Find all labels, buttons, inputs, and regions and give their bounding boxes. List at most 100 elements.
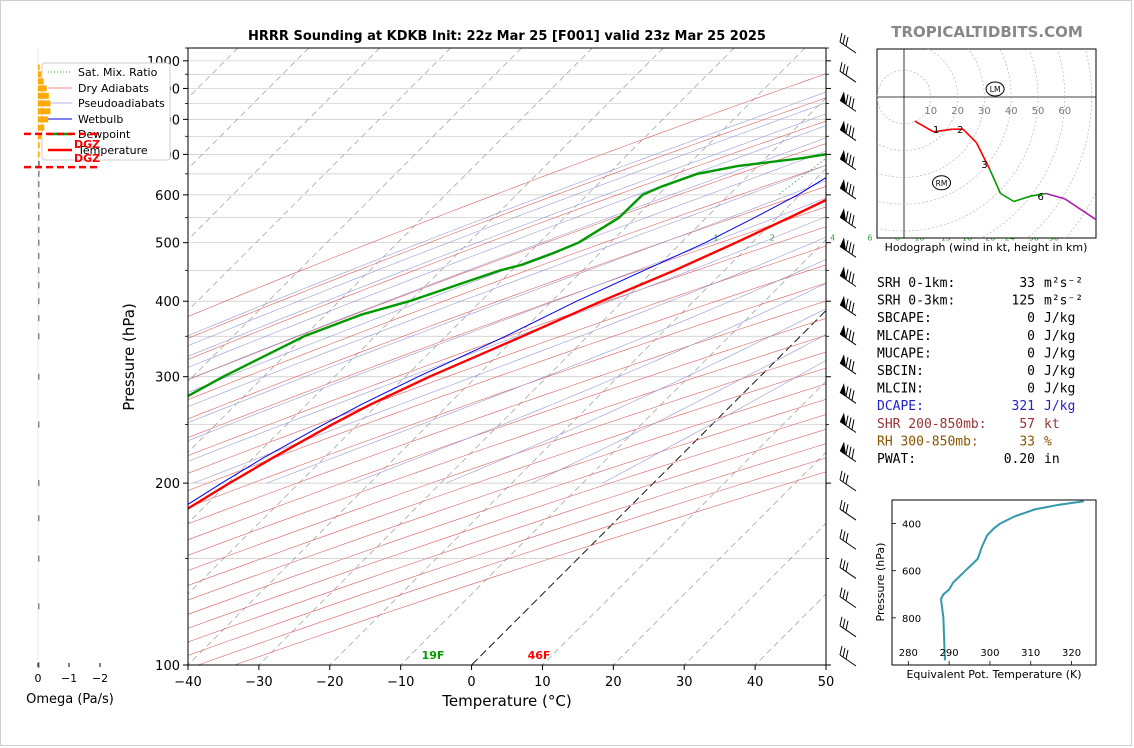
wind-barb xyxy=(839,616,857,638)
theta-e-frame xyxy=(891,499,1097,666)
isotherm-line xyxy=(258,97,826,665)
pseudoadiabat-line xyxy=(266,259,826,484)
hodograph-ring xyxy=(1027,49,1092,238)
isotherm-line xyxy=(188,48,806,665)
omega-bar xyxy=(38,124,45,131)
omega-bar xyxy=(38,170,40,177)
omega-x-tick-label: −2 xyxy=(92,672,108,685)
dry-adiabat-line xyxy=(188,300,826,525)
stat-value: 0 xyxy=(1027,329,1035,344)
skewt-ylabel: Pressure (hPa) xyxy=(120,303,138,411)
wind-barb xyxy=(839,354,857,375)
wetbulb-trace xyxy=(188,177,826,505)
pseudoadiabat-line xyxy=(188,180,826,423)
x-tick-label: −30 xyxy=(245,675,272,690)
omega-bar xyxy=(38,181,40,188)
pseudoadiabat-line xyxy=(188,91,826,336)
omega-bar xyxy=(38,298,40,305)
wind-barb xyxy=(839,412,857,433)
dry-adiabat-line xyxy=(188,318,826,541)
hodograph-height-label: 1 xyxy=(933,125,939,136)
hodograph-height-label: 6 xyxy=(1038,192,1044,203)
hodograph-segment xyxy=(1080,208,1096,221)
legend-label-pseudoadiabats: Pseudoadiabats xyxy=(78,97,165,110)
hodograph-ring-label: 10 xyxy=(924,106,937,117)
omega-bar xyxy=(38,191,40,198)
omega-bar xyxy=(38,78,44,85)
omega-bar xyxy=(38,421,40,428)
isotherm-line xyxy=(188,48,664,524)
omega-bar xyxy=(38,315,40,322)
omega-bar xyxy=(38,160,40,167)
storm-motion-marker xyxy=(932,175,951,191)
hodograph-segment xyxy=(1097,220,1113,228)
stat-value: 0 xyxy=(1027,364,1035,379)
wind-barb xyxy=(839,32,857,54)
theta-e-y-tick-label: 400 xyxy=(902,520,921,531)
pseudoadiabat-line xyxy=(352,283,826,484)
hodograph-ring xyxy=(877,49,958,151)
stat-unit: in xyxy=(1044,452,1060,467)
theta-e-ylabel: Pressure (hPa) xyxy=(874,543,887,622)
theta-e-x-tick-label: 300 xyxy=(980,648,999,659)
hodograph-ring-label: 40 xyxy=(1005,106,1018,117)
stat-value: 33 xyxy=(1019,276,1035,291)
stat-row: SBCAPE: 0 J/kg xyxy=(877,311,1075,326)
hodograph-segment xyxy=(1045,192,1066,200)
x-tick-label: 0 xyxy=(467,675,475,690)
hodograph-segment xyxy=(962,128,977,144)
x-tick-label: 10 xyxy=(534,675,551,690)
omega-bar xyxy=(38,100,51,107)
stat-row: SHR 200-850mb: 57 kt xyxy=(877,417,1060,432)
dry-adiabat-line xyxy=(188,165,826,400)
mixing-ratio-label: 6 xyxy=(868,234,873,243)
skewt-legend: Sat. Mix. Ratio Dry Adiabats Pseudoadiab… xyxy=(41,62,171,161)
dry-adiabat-line xyxy=(188,226,826,457)
hodograph-trace: 12369LMRM xyxy=(914,81,1113,228)
omega-bar xyxy=(38,151,40,158)
stat-unit: J/kg xyxy=(1044,399,1075,414)
stat-unit: J/kg xyxy=(1044,382,1075,397)
theta-e-trace xyxy=(939,500,1084,661)
stat-label: MLCIN: xyxy=(877,382,924,397)
omega-x-tick-label: 0 xyxy=(35,672,42,685)
pseudoadiabat-line xyxy=(188,197,826,441)
hodograph-segment xyxy=(975,142,991,170)
dry-adiabat-line xyxy=(188,414,826,629)
dry-adiabat-line xyxy=(188,335,826,556)
isotherm-line xyxy=(188,48,380,241)
omega-bar xyxy=(38,108,51,115)
wind-barbs xyxy=(839,32,857,667)
stat-unit: J/kg xyxy=(1044,364,1075,379)
stat-value: 321 xyxy=(1012,399,1035,414)
temperature-trace xyxy=(188,198,826,510)
mixing-ratio-label: 4 xyxy=(830,234,835,243)
omega-bar xyxy=(38,92,49,99)
skewt-plot-frame xyxy=(187,47,827,666)
isotherm-line xyxy=(188,48,593,453)
dry-adiabat-line xyxy=(188,367,826,586)
stat-value: 33 xyxy=(1019,434,1035,449)
stat-row: MUCAPE: 0 J/kg xyxy=(877,346,1075,361)
dry-adiabat-line xyxy=(188,97,826,339)
y-tick-label: 300 xyxy=(155,371,180,386)
stat-row: SRH 0-1km: 33 m²s⁻² xyxy=(877,276,1083,291)
hodograph-segment xyxy=(914,120,934,133)
wind-barb xyxy=(839,529,857,550)
temperature-surface-label: 46F xyxy=(528,649,551,662)
skewt-traces xyxy=(188,152,826,510)
hodograph-ring xyxy=(877,49,1012,205)
dry-adiabat-line xyxy=(188,73,826,317)
wind-barb xyxy=(839,499,857,521)
hodograph-segment xyxy=(1064,198,1082,211)
hodograph-ring xyxy=(980,49,1066,238)
stat-unit: J/kg xyxy=(1044,346,1075,361)
stat-unit: m²s⁻² xyxy=(1044,276,1083,291)
theta-e-y-tick-label: 800 xyxy=(902,614,921,625)
pseudoadiabat-line xyxy=(188,102,826,347)
stat-row: PWAT: 0.20 in xyxy=(877,452,1060,467)
brand-watermark: TROPICALTIDBITS.COM xyxy=(891,23,1083,41)
theta-e-xlabel: Equivalent Pot. Temperature (K) xyxy=(906,668,1081,681)
